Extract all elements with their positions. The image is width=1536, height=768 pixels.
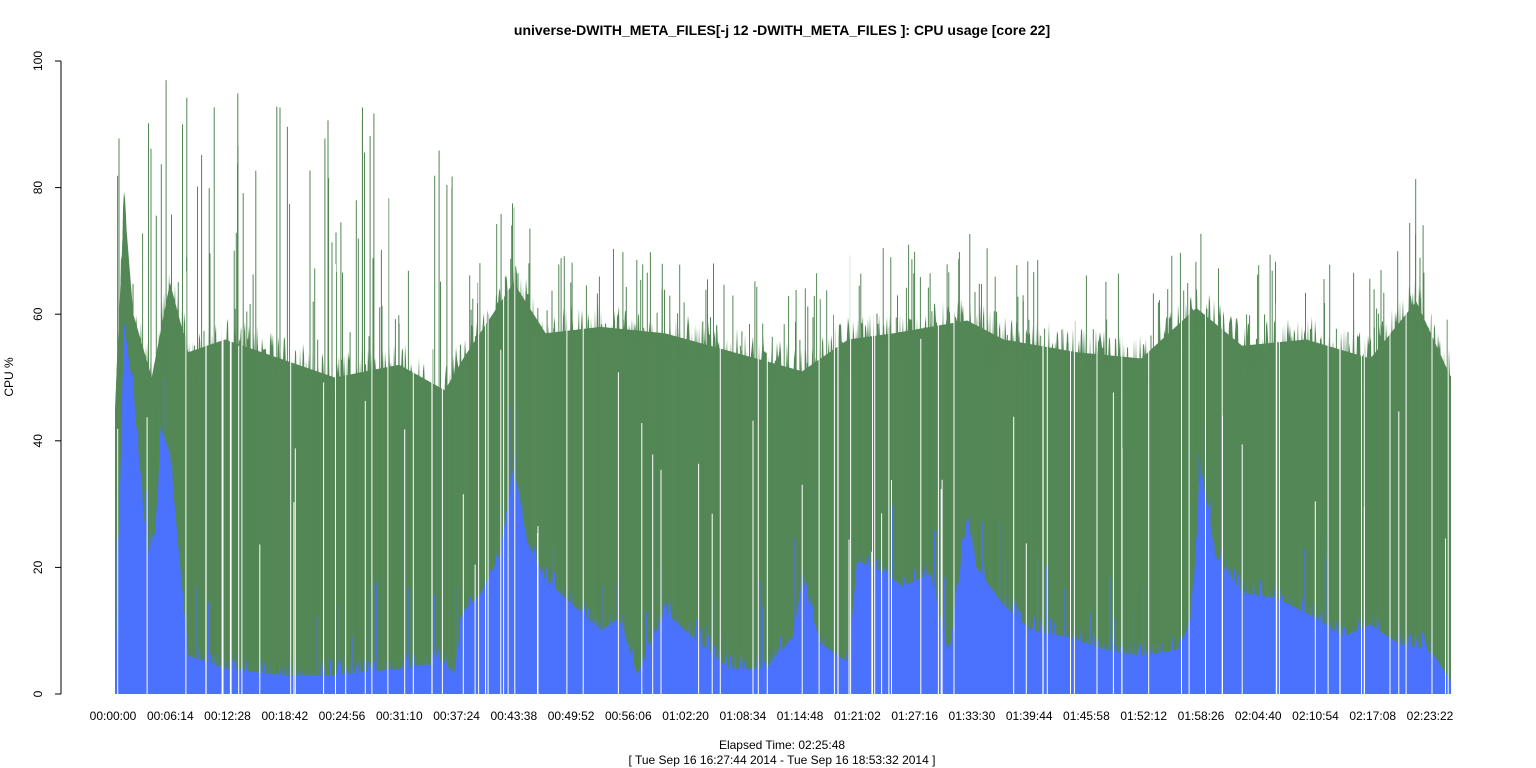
user-texture bbox=[115, 191, 1451, 694]
y-tick-label: 40 bbox=[31, 434, 45, 448]
x-axis-label: Elapsed Time: 02:25:48 bbox=[719, 738, 845, 752]
x-tick-label: 01:39:44 bbox=[1006, 709, 1053, 723]
x-tick-label: 01:08:34 bbox=[720, 709, 767, 723]
gap-lines bbox=[117, 62, 1449, 694]
y-axis-label: CPU % bbox=[2, 357, 16, 397]
x-tick-label: 01:45:58 bbox=[1063, 709, 1110, 723]
x-tick-label: 00:31:10 bbox=[376, 709, 423, 723]
y-axis: 0 20 40 60 80 100 bbox=[31, 51, 62, 697]
x-tick-label: 02:10:54 bbox=[1292, 709, 1339, 723]
x-tick-label: 00:56:06 bbox=[605, 709, 652, 723]
x-tick-label: 02:17:08 bbox=[1349, 709, 1396, 723]
x-axis: 00:00:00 00:06:14 00:12:28 00:18:42 00:24:56… bbox=[90, 709, 1454, 723]
x-tick-label: 01:52:12 bbox=[1120, 709, 1167, 723]
x-tick-label: 00:49:52 bbox=[548, 709, 595, 723]
x-tick-label: 01:14:48 bbox=[777, 709, 824, 723]
x-axis-sublabel: [ Tue Sep 16 16:27:44 2014 - Tue Sep 16 … bbox=[629, 753, 936, 767]
x-tick-label: 00:43:38 bbox=[490, 709, 537, 723]
x-tick-label: 01:33:30 bbox=[949, 709, 996, 723]
x-tick-label: 00:18:42 bbox=[261, 709, 308, 723]
x-tick-label: 00:12:28 bbox=[204, 709, 251, 723]
x-tick-label: 01:02:20 bbox=[662, 709, 709, 723]
x-tick-label: 00:06:14 bbox=[147, 709, 194, 723]
y-tick-label: 20 bbox=[31, 560, 45, 574]
chart-title: universe-DWITH_META_FILES[-j 12 -DWITH_M… bbox=[514, 22, 1050, 38]
x-tick-label: 01:27:16 bbox=[891, 709, 938, 723]
y-tick-label: 100 bbox=[31, 51, 45, 71]
x-tick-label: 00:00:00 bbox=[90, 709, 137, 723]
x-tick-label: 01:58:26 bbox=[1178, 709, 1225, 723]
x-tick-label: 00:24:56 bbox=[319, 709, 366, 723]
y-tick-label: 60 bbox=[31, 307, 45, 321]
x-tick-label: 02:23:22 bbox=[1407, 709, 1454, 723]
x-tick-label: 00:37:24 bbox=[433, 709, 480, 723]
system-texture bbox=[115, 323, 1451, 694]
y-tick-label: 0 bbox=[31, 690, 45, 697]
x-tick-label: 02:04:40 bbox=[1235, 709, 1282, 723]
y-tick-label: 80 bbox=[31, 181, 45, 195]
plot-area bbox=[115, 62, 1451, 695]
series-user-area bbox=[115, 80, 1451, 695]
x-tick-label: 01:21:02 bbox=[834, 709, 881, 723]
